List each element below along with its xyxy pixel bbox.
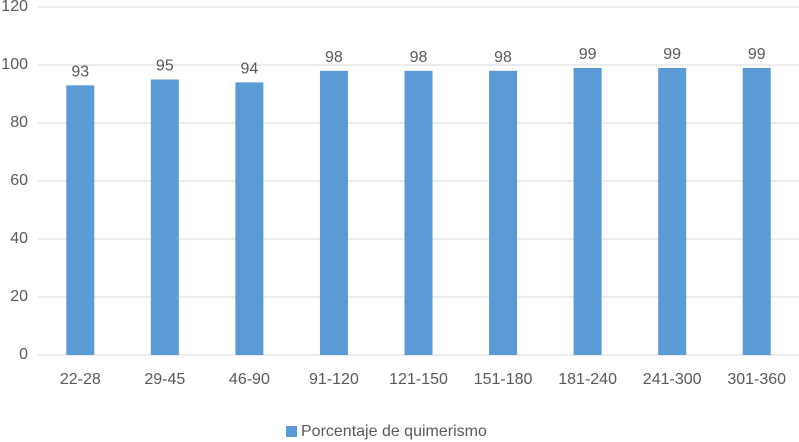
legend-label: Porcentaje de quimerismo [301, 423, 487, 440]
bar [489, 70, 518, 356]
x-tick-label: 46-90 [229, 371, 270, 388]
bar [573, 67, 602, 356]
x-tick-label: 181-240 [558, 371, 617, 388]
bar [66, 85, 95, 356]
x-tick-label: 91-120 [309, 371, 359, 388]
legend-swatch [286, 426, 297, 437]
data-label: 99 [663, 46, 681, 63]
data-label: 98 [410, 49, 428, 66]
y-tick-label: 80 [10, 114, 28, 131]
x-tick-label: 241-300 [643, 371, 702, 388]
x-tick-label: 121-150 [389, 371, 448, 388]
data-label: 93 [71, 64, 89, 81]
x-tick-label: 29-45 [144, 371, 185, 388]
y-tick-label: 60 [10, 172, 28, 189]
y-tick-label: 100 [1, 56, 28, 73]
y-tick-label: 120 [1, 0, 28, 15]
x-tick-label: 151-180 [474, 371, 533, 388]
bar [742, 67, 771, 356]
y-tick-label: 40 [10, 230, 28, 247]
bar [150, 79, 179, 355]
y-tick-label: 0 [19, 346, 28, 363]
data-label: 98 [494, 49, 512, 66]
y-tick-label: 20 [10, 288, 28, 305]
bar [235, 82, 264, 356]
data-label: 95 [156, 58, 174, 75]
x-tick-label: 22-28 [60, 371, 101, 388]
data-label: 99 [579, 46, 597, 63]
x-tick-label: 301-360 [727, 371, 786, 388]
bar [658, 67, 687, 356]
data-label: 98 [325, 49, 343, 66]
bar [319, 70, 348, 356]
data-label: 99 [748, 46, 766, 63]
bar [404, 70, 433, 356]
data-label: 94 [240, 61, 258, 78]
